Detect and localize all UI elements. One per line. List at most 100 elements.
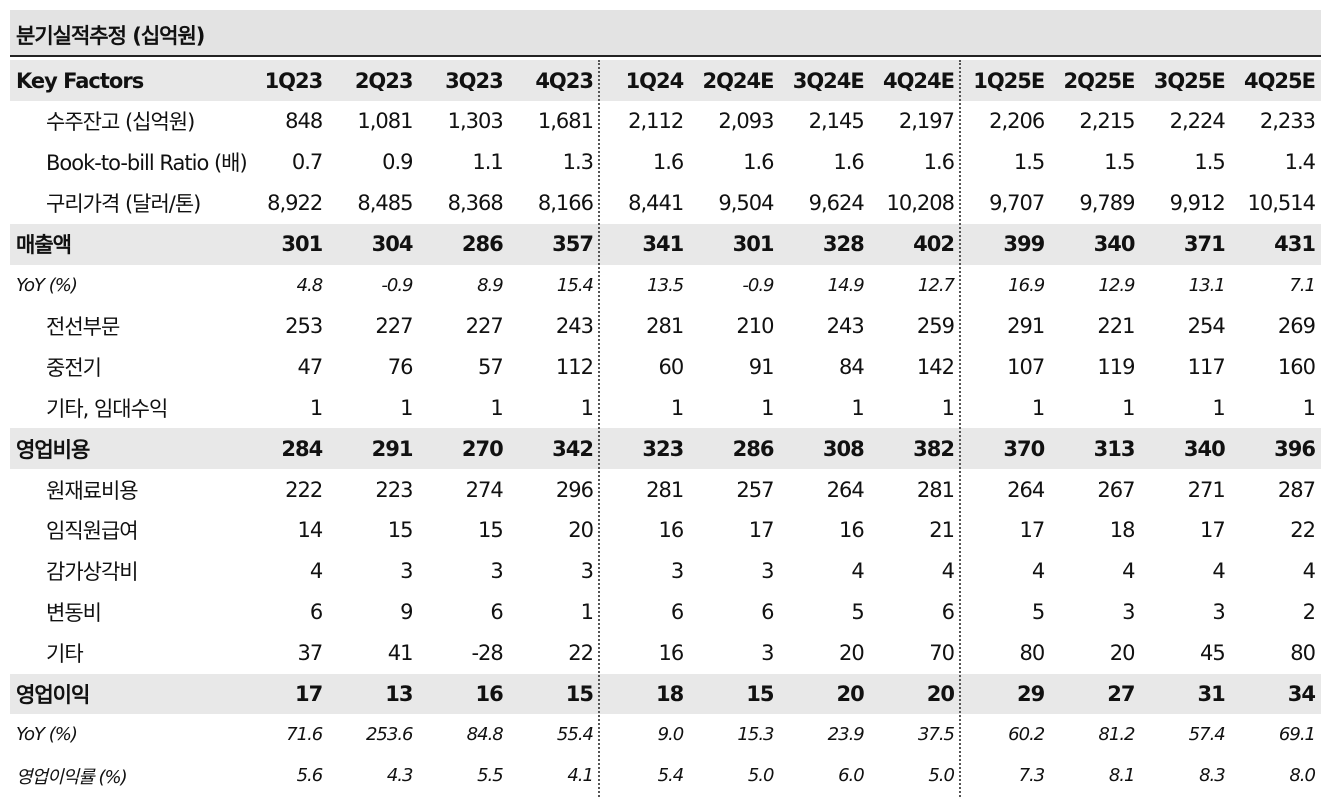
cell-value: 281 xyxy=(916,477,955,502)
cell-value: 313 xyxy=(1093,436,1136,461)
cell-value: 91 xyxy=(748,354,775,379)
cell-value: 2,206 xyxy=(989,109,1045,134)
row-label: 임직원급여 xyxy=(46,519,139,544)
cell-value: 1.6 xyxy=(652,150,684,175)
cell-value: 2Q24E xyxy=(702,68,774,93)
cell-value: 287 xyxy=(1277,477,1316,502)
cell-value: 1 xyxy=(1122,395,1135,420)
cell-value: 5.0 xyxy=(928,765,955,787)
cell-value: 117 xyxy=(1187,354,1226,379)
cell-value: 4.8 xyxy=(296,274,324,296)
cell-value: 5.0 xyxy=(747,765,775,787)
cell-value: 22 xyxy=(1290,518,1316,543)
cell-value: 14.9 xyxy=(827,274,865,296)
table-row: 기타 37 41 -28 22 16 3 20 70 80 20 45 80 xyxy=(10,633,1321,674)
cell-value: 402 xyxy=(913,232,955,257)
cell-value: 84 xyxy=(839,354,865,379)
table-row: 중전기 47 76 57 112 60 91 84 142 107 119 117 160 xyxy=(10,346,1321,387)
cell-value: 20 xyxy=(926,682,955,707)
cell-value: 17 xyxy=(295,682,323,707)
cell-value: 22 xyxy=(568,641,594,666)
cell-value: 57.4 xyxy=(1188,724,1226,746)
cell-value: 2Q25E xyxy=(1063,68,1135,93)
table-row: 영업이익 17 13 16 15 18 15 20 20 29 27 31 34 xyxy=(10,673,1321,715)
cell-value: 9,707 xyxy=(989,191,1045,216)
cell-value: 1.3 xyxy=(562,150,594,175)
cell-value: 223 xyxy=(375,477,413,502)
cell-value: 4 xyxy=(309,559,323,584)
cell-value: 1Q25E xyxy=(973,68,1045,93)
cell-value: 14 xyxy=(297,518,324,543)
cell-value: 8.0 xyxy=(1289,765,1316,787)
cell-value: 31 xyxy=(1197,682,1226,707)
table-row: 수주잔고 (십억원) 848 1,081 1,303 1,681 2,112 2,093 2,… xyxy=(10,101,1321,142)
cell-value: 264 xyxy=(1007,477,1045,502)
cell-value: 6 xyxy=(490,600,503,625)
cell-value: 2 xyxy=(1302,600,1316,625)
cell-value: 1 xyxy=(580,395,594,420)
cell-value: 1 xyxy=(670,395,684,420)
cell-value: 119 xyxy=(1097,354,1135,379)
cell-value: 304 xyxy=(371,232,414,257)
cell-value: 1.6 xyxy=(743,150,774,175)
cell-value: 4 xyxy=(1031,559,1045,584)
cell-value: 9,504 xyxy=(718,191,774,216)
cell-value: 2,233 xyxy=(1259,109,1316,134)
cell-value: 259 xyxy=(916,313,955,338)
cell-value: 1,681 xyxy=(537,109,594,134)
cell-value: 2,215 xyxy=(1079,109,1135,134)
cell-value: 227 xyxy=(465,313,504,338)
cell-value: 4Q24E xyxy=(882,68,955,93)
cell-value: 4 xyxy=(1302,559,1316,584)
cell-value: 2,145 xyxy=(808,109,865,134)
title-bar: 분기실적추정 (십억원) xyxy=(10,10,1321,57)
cell-value: 1 xyxy=(761,395,774,420)
cell-value: 34 xyxy=(1287,682,1316,707)
cell-value: 7.3 xyxy=(1018,765,1046,787)
row-label: 매출액 xyxy=(16,233,72,258)
cell-value: 1.6 xyxy=(833,150,864,175)
cell-value: 0.7 xyxy=(291,150,323,175)
cell-value: 341 xyxy=(642,232,684,257)
cell-value: 1 xyxy=(580,600,594,625)
cell-value: 257 xyxy=(736,477,774,502)
cell-value: 396 xyxy=(1274,436,1316,461)
cell-value: 16 xyxy=(658,518,685,543)
cell-value: 15 xyxy=(387,518,414,543)
cell-value: 1.5 xyxy=(1104,150,1135,175)
cell-value: 3 xyxy=(490,559,503,584)
cell-value: 4 xyxy=(941,559,955,584)
cell-value: 16 xyxy=(475,682,504,707)
cell-value: 1.5 xyxy=(1013,150,1045,175)
cell-value: 284 xyxy=(281,436,323,461)
table-row: YoY (%) 4.8 -0.9 8.9 15.4 13.5 -0.9 14.9 12.7 16.… xyxy=(10,265,1321,306)
cell-value: 431 xyxy=(1274,232,1316,257)
cell-value: 80 xyxy=(1290,641,1316,666)
table-row: 임직원급여 14 15 15 20 16 17 16 21 17 18 17 22 xyxy=(10,510,1321,551)
row-label: 기타, 임대수익 xyxy=(46,396,168,421)
cell-value: 342 xyxy=(552,436,594,461)
cell-value: 8,922 xyxy=(267,191,323,216)
cell-value: 16.9 xyxy=(1008,274,1045,296)
row-label: 감가상각비 xyxy=(46,560,139,585)
cell-value: 281 xyxy=(646,477,684,502)
cell-value: 9 xyxy=(400,600,413,625)
cell-value: 271 xyxy=(1187,477,1226,502)
cell-value: 370 xyxy=(1003,436,1045,461)
cell-value: 4Q25E xyxy=(1243,68,1316,93)
cell-value: 80 xyxy=(1019,641,1046,666)
cell-value: 47 xyxy=(297,354,324,379)
cell-value: 227 xyxy=(375,313,413,338)
cell-value: 8,368 xyxy=(447,191,504,216)
cell-value: 12.9 xyxy=(1098,274,1135,296)
cell-value: 37.5 xyxy=(917,724,955,746)
cell-value: 10,514 xyxy=(1247,191,1316,216)
cell-value: 2,093 xyxy=(718,109,774,134)
cell-value: 253.6 xyxy=(365,724,414,746)
divider xyxy=(959,60,961,797)
cell-value: 4.1 xyxy=(567,765,594,787)
cell-value: 291 xyxy=(371,436,414,461)
cell-value: 4Q23 xyxy=(535,68,594,93)
cell-value: 1.6 xyxy=(923,150,955,175)
